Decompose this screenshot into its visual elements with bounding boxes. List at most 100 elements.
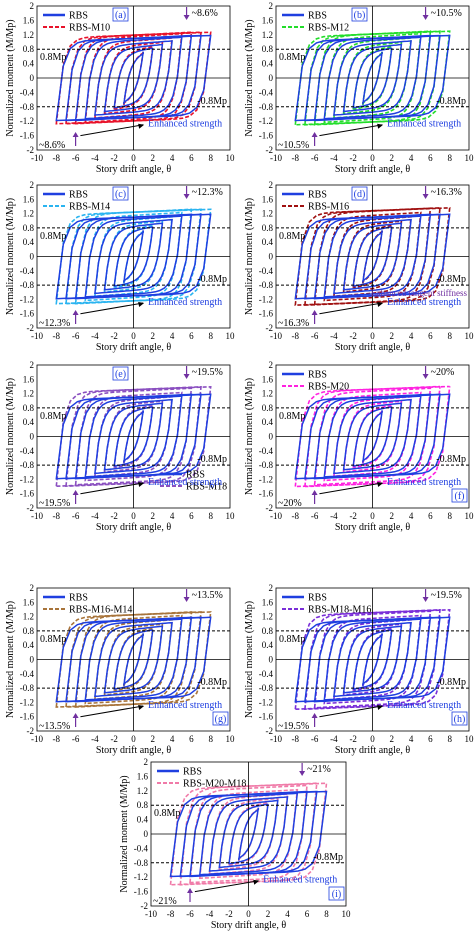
x-axis-label: Story drift angle, θ	[335, 522, 411, 533]
y-tick-label: 1.2	[262, 389, 273, 399]
x-axis-label: Story drift angle, θ	[335, 745, 411, 756]
annotation-top-percent: ~12.3%	[192, 187, 223, 198]
x-tick-label: 10	[226, 153, 236, 163]
series-loop-RBS	[208, 796, 289, 872]
y-tick-label: -0.8	[134, 858, 149, 868]
chart-panel: 0.8Mp -0.8Mp 2 1.6 1.2 0.8 0.4 0 -0.4 -0.8 -1.2 -1.…	[244, 360, 474, 533]
annotation-top-percent: ~13.5%	[192, 590, 223, 601]
series-loop-RBS-M16-M14	[84, 614, 183, 705]
x-tick-label: 2	[390, 734, 395, 744]
y-tick-label: -1.6	[259, 131, 274, 141]
series-loop-RBS	[169, 790, 328, 878]
y-tick-label: -0.4	[259, 446, 274, 456]
series-loop-RBS-M16	[294, 207, 451, 306]
x-tick-label: 8	[208, 153, 213, 163]
series-loop-RBS	[333, 40, 412, 116]
x-tick-label: -2	[110, 511, 118, 521]
series-loop-RBS	[333, 621, 412, 698]
y-tick-label: 0.8	[23, 44, 35, 54]
series-loop-RBS-M10	[55, 31, 212, 125]
enhanced-arrowhead	[377, 704, 384, 710]
enhanced-arrow	[80, 302, 144, 315]
series-loop-RBS	[352, 226, 393, 287]
x-tick-label: -2	[349, 734, 357, 744]
y-tick-label: 0.8	[262, 44, 274, 54]
y-tick-label: -0.4	[259, 266, 274, 276]
x-tick-label: -8	[53, 153, 61, 163]
x-tick-label: 10	[465, 734, 474, 744]
y-tick-label: -0.8	[259, 683, 274, 693]
y-tick-label: -0.8	[20, 460, 35, 470]
y-tick-label: -1.2	[259, 116, 273, 126]
x-tick-label: 2	[151, 511, 156, 521]
y-tick-label: -1.6	[20, 712, 35, 722]
x-tick-label: 0	[370, 511, 375, 521]
series-loop-RBS-M14	[84, 211, 183, 302]
series-loop-RBS-M20-M18	[228, 802, 269, 866]
x-tick-label: -10	[31, 153, 43, 163]
series-loop-RBS	[352, 47, 393, 109]
legend-label: RBS-M16-M14	[69, 605, 132, 616]
panel-label-box	[351, 186, 368, 201]
y-tick-label: 0.4	[23, 237, 35, 247]
series-loop-RBS-M10	[113, 46, 154, 110]
legend-label: RBS	[308, 190, 327, 201]
enhanced-arrowhead	[138, 704, 145, 710]
y-tick-label: -0.4	[20, 446, 35, 456]
x-tick-label: 2	[390, 153, 395, 163]
y-tick-label: 1.6	[23, 194, 35, 204]
y-tick-label: 0	[30, 655, 35, 665]
enhanced-strength-label: Enhanced strength	[387, 477, 461, 488]
y-tick-label: -1.6	[259, 489, 274, 499]
legend-label: RBS-M16	[308, 202, 349, 213]
annotation-top-percent: ~20%	[431, 367, 455, 378]
arrowhead-bottom	[311, 713, 318, 718]
x-tick-label: 4	[170, 734, 175, 744]
y-tick-label: 1.6	[137, 771, 149, 781]
legend-label: RBS	[308, 11, 327, 22]
x-tick-label: 6	[305, 909, 310, 919]
x-tick-label: 8	[208, 511, 213, 521]
series-loop-RBS	[94, 218, 173, 295]
y-tick-label: -0.8	[259, 102, 274, 112]
series-loop-RBS-M20	[323, 391, 422, 482]
ref-label-negative: -0.8Mp	[197, 454, 227, 465]
y-tick-label: -1.6	[20, 489, 35, 499]
panel-label: (i)	[332, 889, 341, 900]
enhanced-arrow	[80, 705, 144, 718]
enhanced-strength-label: Enhanced strength	[148, 477, 222, 488]
y-tick-label: 1.6	[23, 374, 35, 384]
annotation-bottom-percent: ~12.3%	[39, 318, 70, 329]
y-tick-label: 0.8	[262, 223, 274, 233]
x-tick-label: 6	[428, 331, 433, 341]
y-tick-label: 0	[269, 252, 274, 262]
x-axis-label: Story drift angle, θ	[96, 522, 172, 533]
series-loop-RBS	[94, 398, 173, 475]
legend-label: RBS-M20	[308, 382, 349, 393]
x-tick-label: -6	[311, 331, 319, 341]
x-tick-label: -8	[292, 511, 300, 521]
x-tick-label: -8	[53, 734, 61, 744]
y-tick-label: 0.8	[23, 223, 35, 233]
arrowhead-top	[422, 597, 429, 602]
y-tick-label: -0.8	[20, 683, 35, 693]
series-loop-RBS	[362, 51, 383, 105]
series-loop-RBS-M12	[304, 30, 441, 126]
annotation-bottom-percent: ~8.6%	[39, 140, 65, 151]
x-tick-label: -2	[225, 909, 233, 919]
ref-label-positive: 0.8Mp	[279, 411, 305, 422]
y-tick-label: -0.4	[20, 669, 35, 679]
panel-label-box	[351, 7, 368, 22]
x-tick-label: -10	[31, 331, 43, 341]
y-tick-label: 2	[30, 360, 35, 370]
x-tick-label: 8	[208, 331, 213, 341]
y-tick-label: 1.2	[262, 612, 273, 622]
panel-label: (a)	[115, 10, 126, 21]
x-tick-label: 10	[465, 331, 474, 341]
x-tick-label: -6	[72, 331, 80, 341]
y-tick-label: 0.4	[262, 640, 274, 650]
series-loop-RBS	[362, 230, 383, 283]
x-tick-label: -4	[91, 734, 99, 744]
x-tick-label: 0	[370, 331, 375, 341]
x-tick-label: 2	[151, 331, 156, 341]
